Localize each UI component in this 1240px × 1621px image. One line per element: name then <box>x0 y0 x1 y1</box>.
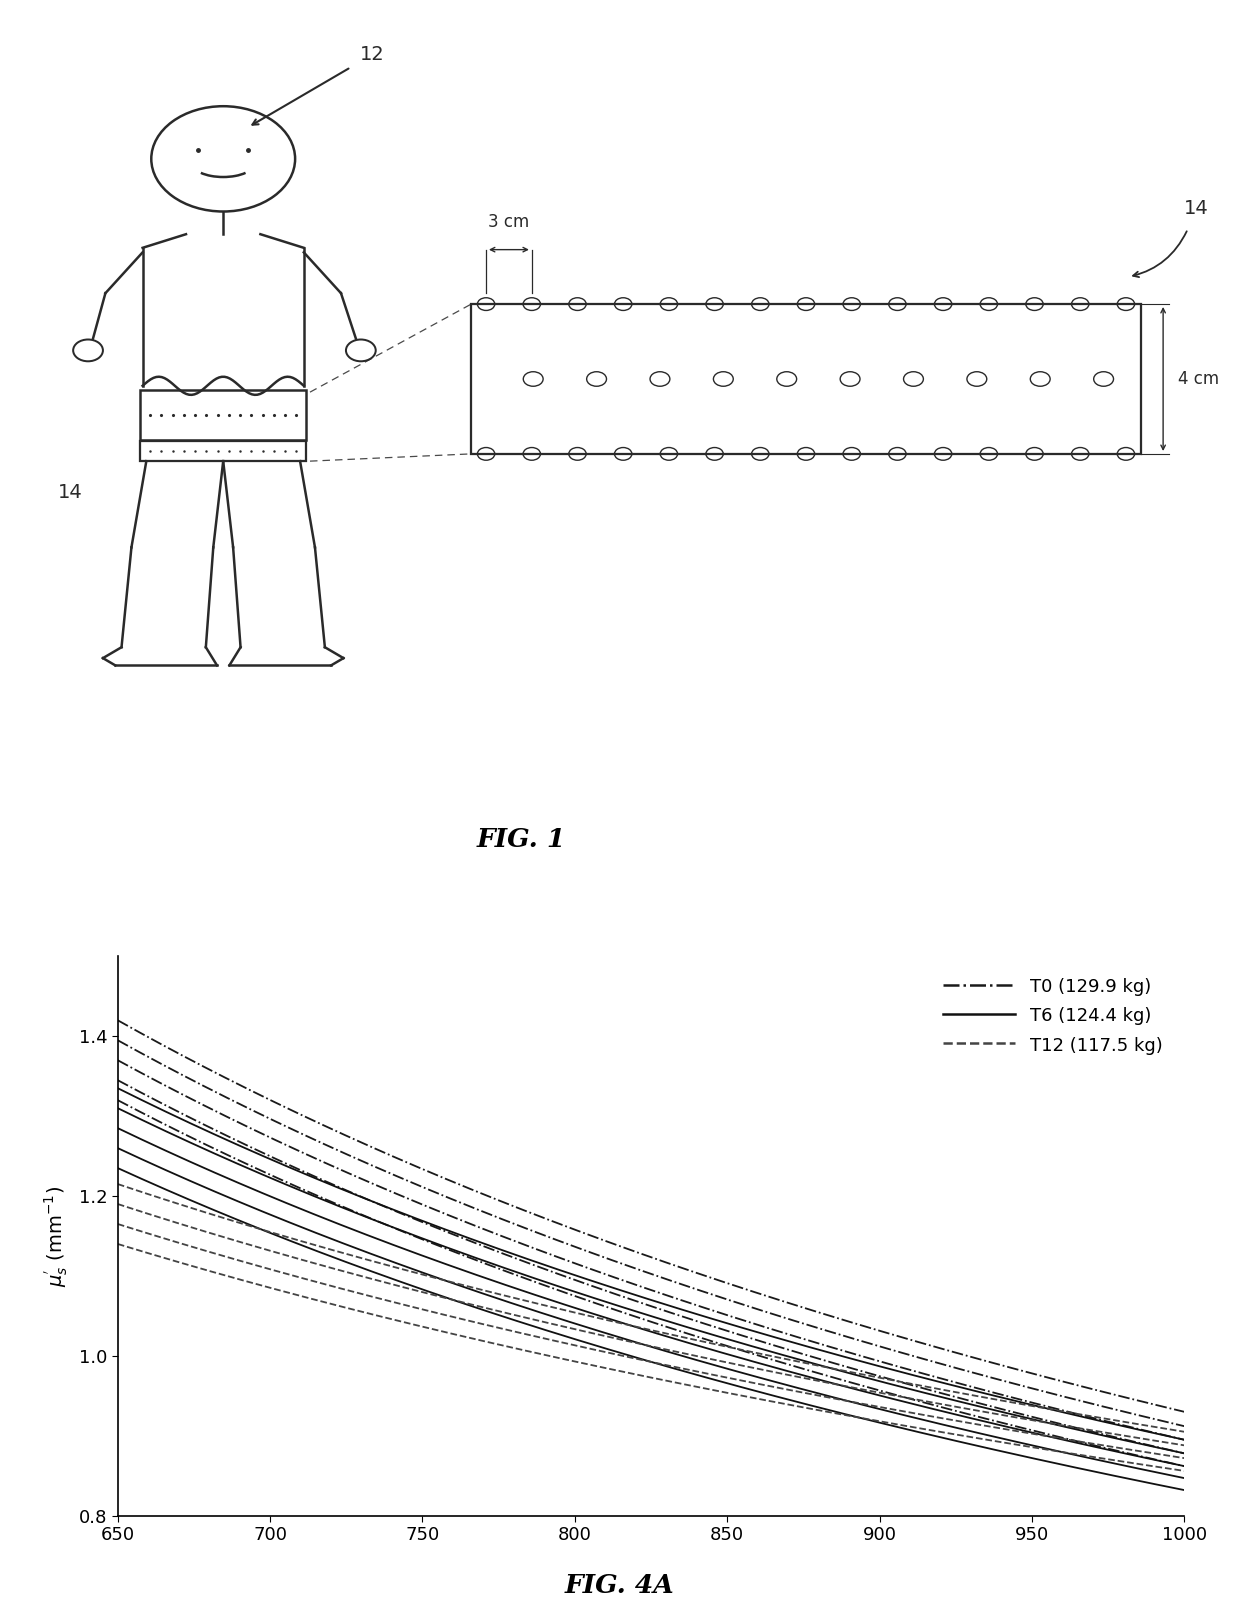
T12 (117.5 kg) <box>1177 1422 1192 1441</box>
T12 (117.5 kg) <box>885 1371 900 1391</box>
T0 (129.9 kg) <box>238 1078 253 1097</box>
T12 (117.5 kg) <box>880 1370 895 1389</box>
T12 (117.5 kg) <box>781 1350 796 1370</box>
T6 (124.4 kg) <box>885 1360 900 1379</box>
T0 (129.9 kg) <box>1177 1402 1192 1422</box>
Line: T6 (124.4 kg): T6 (124.4 kg) <box>118 1088 1184 1439</box>
T6 (124.4 kg) <box>110 1078 125 1097</box>
T6 (124.4 kg) <box>238 1140 253 1159</box>
Text: FIG. 1: FIG. 1 <box>476 827 565 853</box>
T0 (129.9 kg) <box>533 1206 548 1225</box>
Legend: T0 (129.9 kg), T6 (124.4 kg), T12 (117.5 kg): T0 (129.9 kg), T6 (124.4 kg), T12 (117.5… <box>936 971 1169 1062</box>
Text: 14: 14 <box>1184 199 1209 219</box>
T6 (124.4 kg) <box>781 1331 796 1350</box>
Text: 14: 14 <box>58 483 83 501</box>
T6 (124.4 kg) <box>533 1253 548 1272</box>
Y-axis label: $\mu_s^{'}\ \mathregular{(mm^{-1})}$: $\mu_s^{'}\ \mathregular{(mm^{-1})}$ <box>42 1185 71 1287</box>
T6 (124.4 kg) <box>880 1358 895 1378</box>
Bar <box>140 441 306 460</box>
Text: 4 cm: 4 cm <box>1178 370 1219 387</box>
T12 (117.5 kg) <box>238 1216 253 1235</box>
T0 (129.9 kg) <box>458 1177 472 1196</box>
T0 (129.9 kg) <box>885 1324 900 1344</box>
T12 (117.5 kg) <box>533 1295 548 1315</box>
Line: T0 (129.9 kg): T0 (129.9 kg) <box>118 1020 1184 1412</box>
Line: T12 (117.5 kg): T12 (117.5 kg) <box>118 1183 1184 1431</box>
T0 (129.9 kg) <box>781 1294 796 1313</box>
T6 (124.4 kg) <box>458 1227 472 1247</box>
T0 (129.9 kg) <box>110 1010 125 1029</box>
Text: 12: 12 <box>360 45 384 63</box>
T12 (117.5 kg) <box>110 1174 125 1193</box>
T6 (124.4 kg) <box>1177 1430 1192 1449</box>
Bar <box>471 305 1141 454</box>
Text: FIG. 4A: FIG. 4A <box>565 1572 675 1598</box>
T0 (129.9 kg) <box>880 1323 895 1342</box>
Bar <box>140 391 306 441</box>
T12 (117.5 kg) <box>458 1276 472 1295</box>
Text: 3 cm: 3 cm <box>489 214 529 232</box>
